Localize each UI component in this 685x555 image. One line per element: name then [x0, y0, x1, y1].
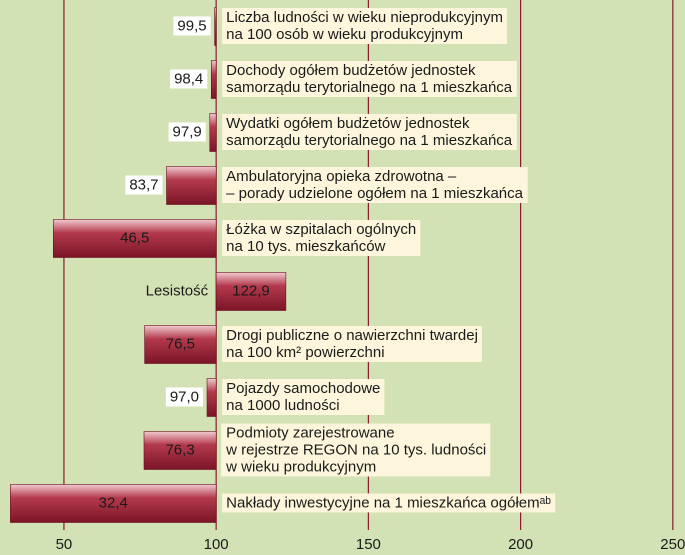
category-label: Ambulatoryjna opieka zdrowotna – – porady… — [226, 168, 524, 202]
bars — [10, 7, 287, 523]
value-label: 99,5 — [177, 17, 206, 34]
label-line: Liczba ludności w wieku nieprodukcyjnym — [226, 9, 503, 26]
value-label: 83,7 — [129, 176, 158, 193]
x-tick-label: 250 — [660, 536, 685, 553]
label-line: w wieku produkcyjnym — [225, 458, 376, 475]
category-label: Drogi publiczne o nawierzchni twardej na … — [226, 327, 478, 361]
label-box — [165, 387, 204, 407]
value-label: 46,5 — [120, 229, 149, 246]
category-label: Liczba ludności w wieku nieprodukcyjnym n… — [226, 9, 503, 43]
x-tick-label: 100 — [204, 536, 229, 553]
label-line: Łóżka w szpitalach ogólnych — [226, 221, 416, 238]
category-label: Łóżka w szpitalach ogólnych na 10 tys. mi… — [226, 221, 416, 255]
label-line: w rejestrze REGON na 10 tys. ludności — [225, 441, 486, 458]
label-line: samorządu terytorialnego na 1 mieszkańca — [226, 79, 513, 96]
label-line: na 10 tys. mieszkańców — [226, 238, 385, 255]
label-box — [222, 166, 528, 203]
category-label: Lesistość — [146, 282, 209, 299]
value-label: 97,9 — [173, 123, 202, 140]
value-label: 97,0 — [170, 388, 199, 405]
category-label: Pojazdy samochodowe na 1000 ludności — [226, 380, 380, 414]
label-box — [222, 7, 507, 44]
label-box — [222, 325, 482, 362]
label-line: Podmioty zarejestrowane — [226, 424, 394, 441]
category-label: Wydatki ogółem budżetów jednostek samorzą… — [226, 115, 513, 149]
bar — [210, 60, 217, 99]
label-box — [168, 122, 206, 142]
x-tick-label: 150 — [356, 536, 381, 553]
category-label: Dochody ogółem budżetów jednostek samorzą… — [226, 62, 513, 96]
bar — [144, 325, 217, 364]
bar — [215, 272, 287, 311]
bar — [143, 431, 217, 470]
label-line: samorządu terytorialnego na 1 mieszkańca — [226, 132, 513, 149]
label-box — [222, 113, 517, 150]
x-tick-label: 200 — [508, 536, 533, 553]
bar — [166, 166, 217, 205]
value-label: 32,4 — [99, 494, 128, 511]
label-line: na 100 osób w wieku produkcyjnym — [226, 26, 463, 43]
bar — [209, 113, 217, 152]
labels: Liczba ludności w wieku nieprodukcyjnym n… — [99, 7, 556, 513]
label-box — [221, 423, 491, 477]
label-box — [125, 175, 163, 195]
label-line: Wydatki ogółem budżetów jednostek — [226, 115, 470, 132]
label-box — [222, 60, 517, 97]
bar — [206, 378, 217, 417]
value-label: 76,5 — [166, 335, 195, 352]
value-label: 122,9 — [232, 282, 270, 299]
label-line: Drogi publiczne o nawierzchni twardej — [226, 327, 478, 344]
x-tick-label: 50 — [56, 536, 73, 553]
label-line: na 1000 ludności — [226, 397, 339, 414]
bar — [214, 7, 217, 46]
label-box — [222, 378, 385, 415]
label-line: na 100 km² powierzchni — [226, 344, 384, 361]
value-label: 76,3 — [165, 441, 194, 458]
value-label: 98,4 — [174, 70, 203, 87]
label-line: Ambulatoryjna opieka zdrowotna – — [226, 168, 457, 185]
bar — [10, 484, 217, 523]
label-line: – porady udzielone ogółem na 1 mieszkańc… — [226, 185, 524, 202]
label-box — [222, 219, 421, 256]
label-line: Pojazdy samochodowe — [226, 380, 380, 397]
label-line: Dochody ogółem budżetów jednostek — [226, 62, 476, 79]
category-label: Nakłady inwestycyjne na 1 mieszkańca ogó… — [226, 494, 551, 511]
label-box — [173, 16, 211, 36]
label-box — [222, 493, 556, 513]
bar — [52, 219, 217, 258]
label-box — [170, 69, 208, 89]
label-line: Nakłady inwestycyjne na 1 mieszkańca ogó… — [226, 494, 551, 511]
category-label: Podmioty zarejestrowane w rejestrze REGON… — [225, 424, 486, 475]
